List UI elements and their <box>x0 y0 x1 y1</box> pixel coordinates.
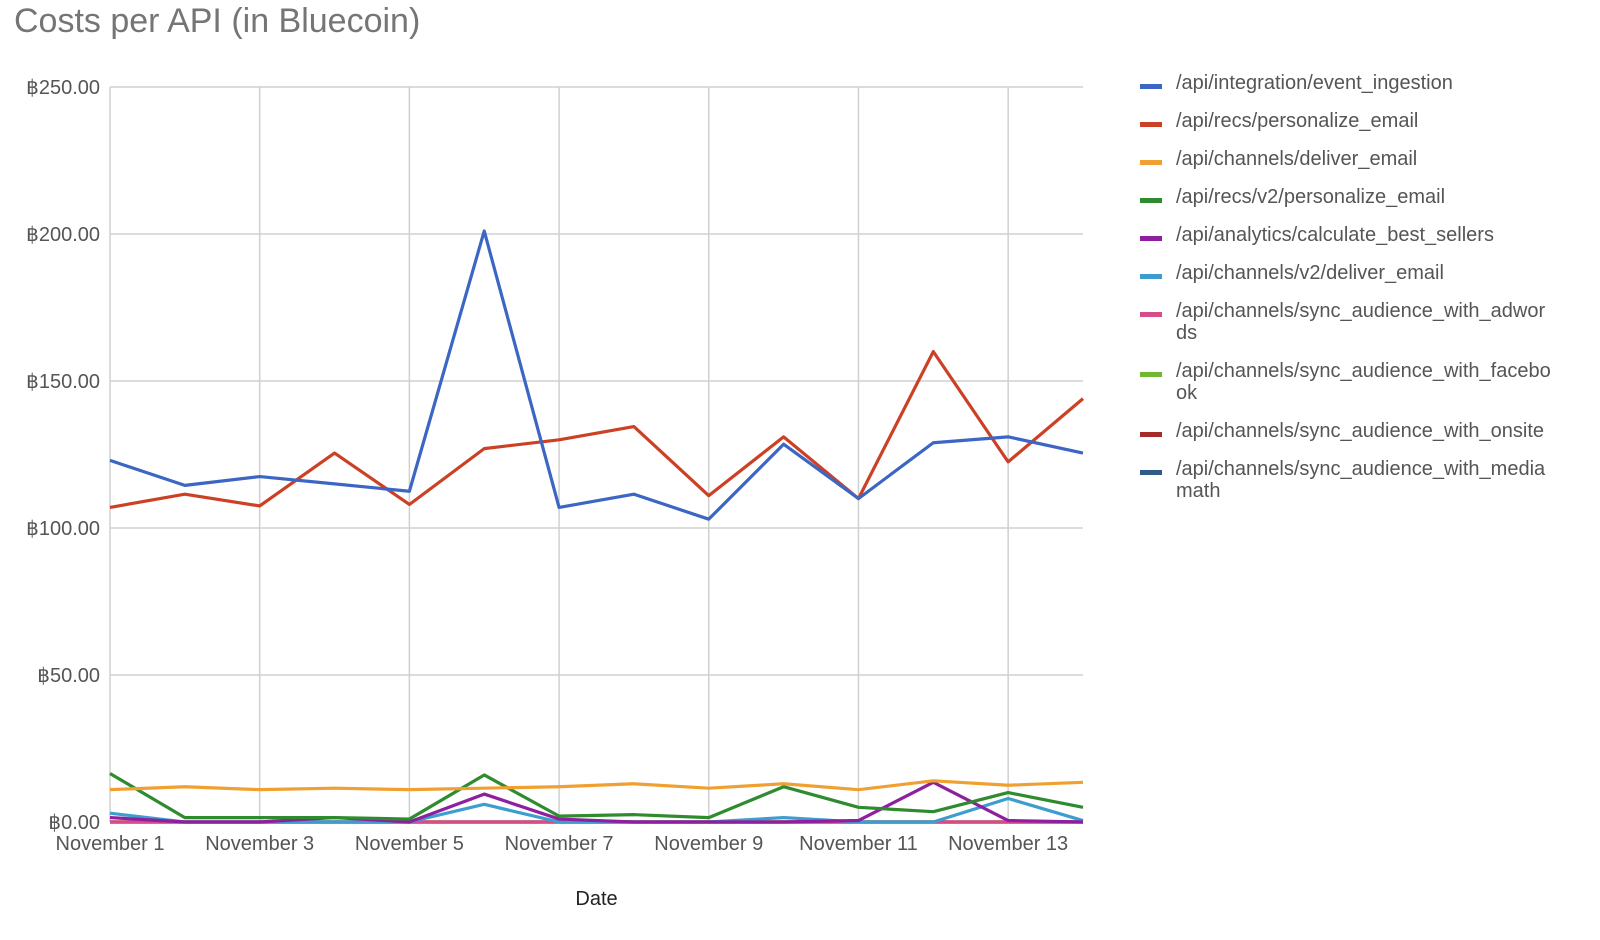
y-tick-label: ฿50.00 <box>37 665 100 687</box>
y-tick-label: ฿0.00 <box>48 812 100 834</box>
y-tick-label: ฿200.00 <box>26 224 100 246</box>
chart-title: Costs per API (in Bluecoin) <box>14 2 421 40</box>
legend-label: /api/integration/event_ingestion <box>1176 72 1453 94</box>
legend-swatch <box>1140 274 1162 279</box>
legend-label: /api/recs/v2/personalize_email <box>1176 186 1446 208</box>
legend-item: /api/channels/sync_audience_with_adwords <box>1140 300 1600 344</box>
legend-label: /api/channels/sync_audience_with_mediama… <box>1176 458 1546 502</box>
legend-item: /api/channels/v2/deliver_email <box>1140 262 1600 284</box>
x-tick-label: November 1 <box>56 833 165 855</box>
legend-swatch <box>1140 198 1162 203</box>
legend-swatch <box>1140 372 1162 377</box>
legend-label: /api/analytics/calculate_best_sellers <box>1176 224 1494 246</box>
y-tick-label: ฿250.00 <box>26 77 100 99</box>
series-line-4 <box>109 780 1084 824</box>
legend-label: /api/channels/v2/deliver_email <box>1176 262 1444 284</box>
chart-legend: /api/integration/event_ingestion/api/rec… <box>1140 72 1600 518</box>
series-line-0 <box>109 229 1084 521</box>
y-tick-label: ฿150.00 <box>26 371 100 393</box>
legend-swatch <box>1140 236 1162 241</box>
legend-item: /api/recs/v2/personalize_email <box>1140 186 1600 208</box>
legend-item: /api/analytics/calculate_best_sellers <box>1140 224 1600 246</box>
x-axis-title: Date <box>575 888 617 910</box>
legend-swatch <box>1140 84 1162 89</box>
y-tick-label: ฿100.00 <box>26 518 100 540</box>
legend-item: /api/channels/sync_audience_with_mediama… <box>1140 458 1600 502</box>
series-line-3 <box>109 772 1084 821</box>
legend-item: /api/integration/event_ingestion <box>1140 72 1600 94</box>
legend-item: /api/channels/sync_audience_with_faceboo… <box>1140 360 1600 404</box>
x-tick-label: November 7 <box>505 833 614 855</box>
legend-label: /api/channels/sync_audience_with_adwords <box>1176 300 1546 344</box>
legend-label: /api/recs/personalize_email <box>1176 110 1419 132</box>
legend-label: /api/channels/sync_audience_with_onsite <box>1176 420 1545 442</box>
legend-swatch <box>1140 432 1162 437</box>
legend-item: /api/channels/deliver_email <box>1140 148 1600 170</box>
x-tick-label: November 13 <box>948 833 1068 855</box>
legend-item: /api/recs/personalize_email <box>1140 110 1600 132</box>
series-line-1 <box>109 350 1085 509</box>
x-tick-label: November 5 <box>355 833 464 855</box>
legend-swatch <box>1140 470 1162 475</box>
legend-item: /api/channels/sync_audience_with_onsite <box>1140 420 1600 442</box>
series-line-2 <box>109 779 1084 792</box>
legend-swatch <box>1140 122 1162 127</box>
x-tick-label: November 3 <box>205 833 314 855</box>
legend-label: /api/channels/deliver_email <box>1176 148 1418 170</box>
x-tick-label: November 11 <box>799 833 918 855</box>
legend-swatch <box>1140 312 1162 317</box>
legend-label: /api/channels/sync_audience_with_faceboo… <box>1176 360 1551 404</box>
x-tick-label: November 9 <box>654 833 763 855</box>
line-chart: ฿0.00 ฿50.00 ฿100.00 ฿150.00 ฿200.00 ฿250.00 N… <box>26 77 1085 910</box>
legend-swatch <box>1140 160 1162 165</box>
